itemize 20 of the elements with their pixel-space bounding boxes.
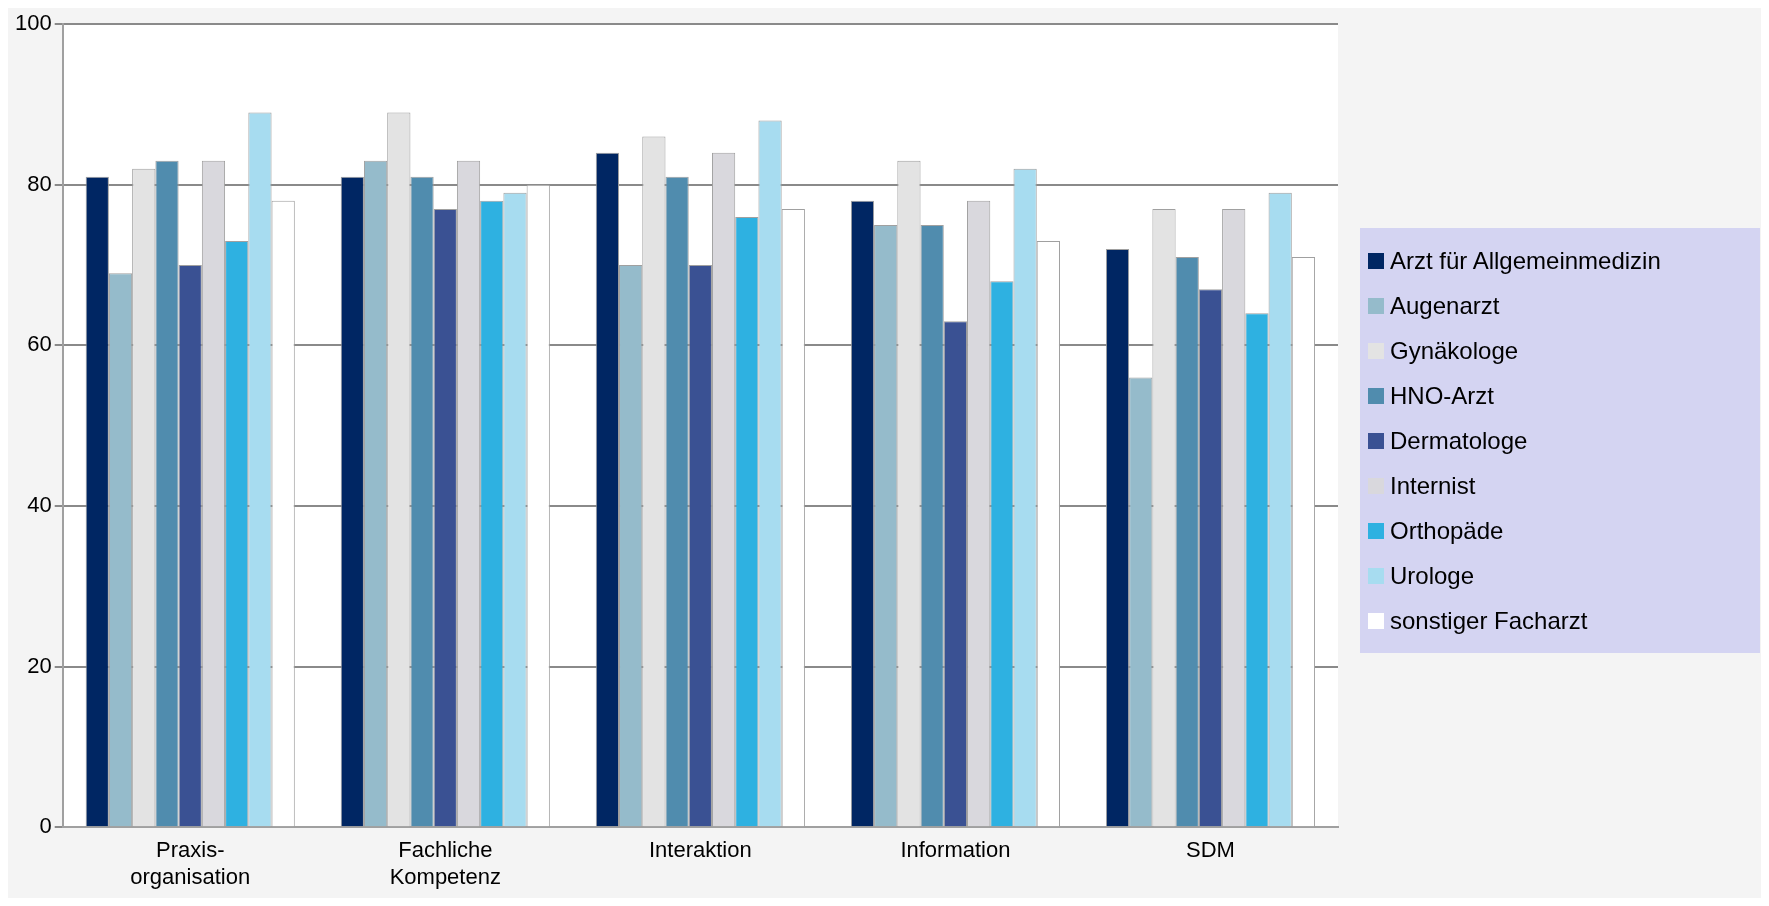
x-tick-label: Fachliche Kompetenz [389, 837, 501, 889]
legend-label: Gynäkologe [1390, 336, 1519, 365]
x-tick-label: SDM [1186, 837, 1235, 863]
x-tick-label: Praxis- organisation [130, 837, 251, 889]
x-tick-label: Information [900, 837, 1011, 863]
legend-label: sonstiger Facharzt [1390, 606, 1588, 635]
y-tick-label: 40 [27, 492, 52, 518]
legend-label: Arzt für Allgemeinmedizin [1390, 246, 1661, 275]
legend-label: Augenarzt [1390, 291, 1500, 320]
legend-label: Orthopäde [1390, 516, 1504, 545]
y-tick-label: 60 [27, 331, 52, 357]
y-tick-label: 20 [27, 652, 52, 678]
legend-label: Dermatologe [1390, 426, 1528, 455]
y-tick-label: 0 [39, 813, 52, 839]
y-tick-label: 80 [27, 170, 52, 196]
legend-label: HNO-Arzt [1390, 381, 1494, 410]
y-tick-label: 100 [14, 10, 52, 36]
x-tick-label: Interaktion [648, 837, 752, 863]
legend-label: Urologe [1390, 561, 1475, 590]
legend-label: Internist [1390, 471, 1476, 500]
